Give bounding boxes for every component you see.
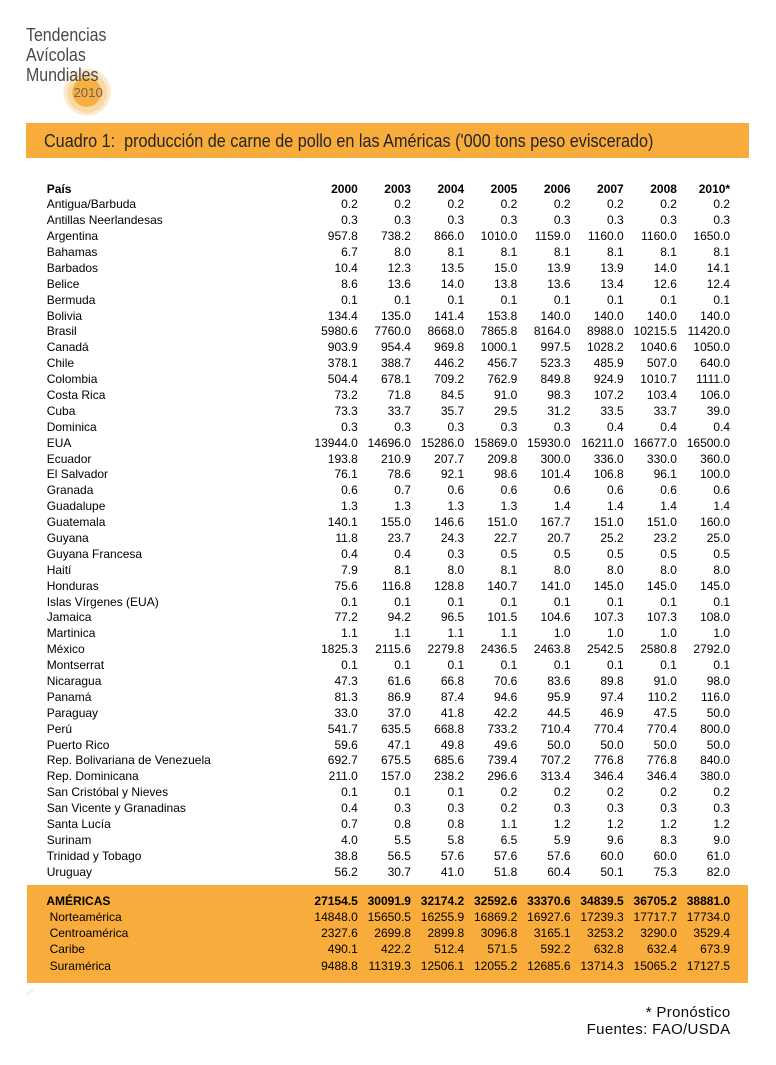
svg-text:2010: 2010	[73, 85, 102, 100]
